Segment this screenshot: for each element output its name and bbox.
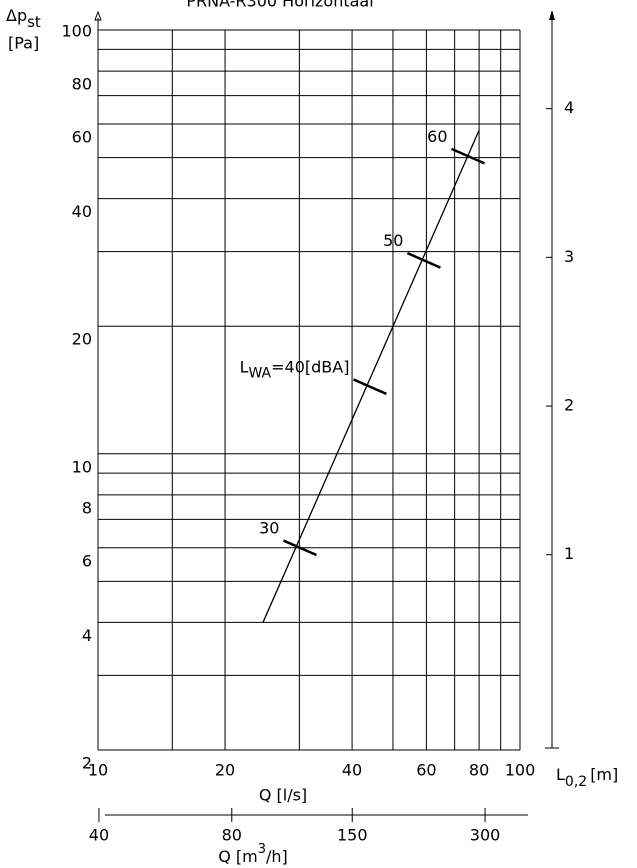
- x-tick-label: 100: [505, 761, 536, 780]
- x2-label: Q [m3/h]: [218, 842, 288, 866]
- y2-axis-arrow: [549, 10, 555, 20]
- x-tick-label: 40: [342, 761, 362, 780]
- marker-label-part: 30: [259, 518, 279, 537]
- marker-label: 60: [427, 126, 447, 145]
- y-tick-label: 20: [72, 330, 92, 349]
- level-marker: [352, 378, 387, 396]
- marker-label: LWA=40[dBA]: [240, 357, 350, 382]
- y2-tick-label: 2: [564, 396, 574, 415]
- marker-label-part: WA: [248, 365, 271, 381]
- y-label-main: Δp: [6, 6, 27, 25]
- x-label: Q [l/s]: [259, 786, 307, 805]
- y-tick-label: 80: [72, 75, 92, 94]
- level-marker: [451, 147, 485, 165]
- marker-label-part: =40[dBA]: [271, 357, 349, 376]
- chart-title: PRNA-R300 Horizontaal: [186, 0, 373, 11]
- x2-label-main: Q [m: [218, 847, 258, 866]
- y-tick-label: 6: [82, 551, 92, 570]
- marker-label: 30: [259, 518, 279, 537]
- level-marker: [282, 539, 317, 557]
- y-tick-label: 10: [72, 457, 92, 476]
- data-line: [262, 129, 480, 623]
- marker-label-part: 50: [383, 231, 403, 250]
- y-label-sub: st: [27, 13, 41, 31]
- y2-label-unit: [m]: [590, 765, 618, 784]
- y-tick-label: 2: [82, 754, 92, 773]
- y-axis-arrow: [94, 10, 102, 21]
- x-tick-label: 10: [88, 761, 108, 780]
- x2-tick-label: 40: [89, 826, 109, 845]
- level-marker: [406, 252, 441, 269]
- y-tick-label: 100: [61, 22, 92, 41]
- y-tick-label: 40: [72, 202, 92, 221]
- y2-tick-label: 1: [564, 544, 574, 563]
- y-tick-label: 8: [82, 498, 92, 517]
- y-unit: [Pa]: [8, 34, 39, 53]
- x2-tick-label: 80: [222, 826, 242, 845]
- y-tick-label: 60: [72, 128, 92, 147]
- x-tick-label: 60: [416, 761, 436, 780]
- y2-label-sub: 0,2: [565, 774, 587, 790]
- y-label: Δpst: [6, 6, 41, 31]
- x2-label-end: /h]: [266, 847, 288, 866]
- y-tick-label: 4: [82, 626, 92, 645]
- x-tick-label: 20: [215, 761, 235, 780]
- marker-label-part: 60: [427, 126, 447, 145]
- y2-label-main: L: [556, 765, 565, 784]
- y2-label: L0,2 [m]: [556, 765, 618, 791]
- x2-tick-label: 300: [470, 826, 501, 845]
- x2-tick-label: 150: [337, 826, 368, 845]
- x-tick-label: 80: [469, 761, 489, 780]
- y2-tick-label: 4: [564, 98, 574, 117]
- y2-tick-label: 3: [564, 247, 574, 266]
- marker-label: 50: [383, 231, 403, 250]
- marker-label-part: L: [240, 357, 249, 376]
- x2-label-sup: 3: [258, 842, 266, 857]
